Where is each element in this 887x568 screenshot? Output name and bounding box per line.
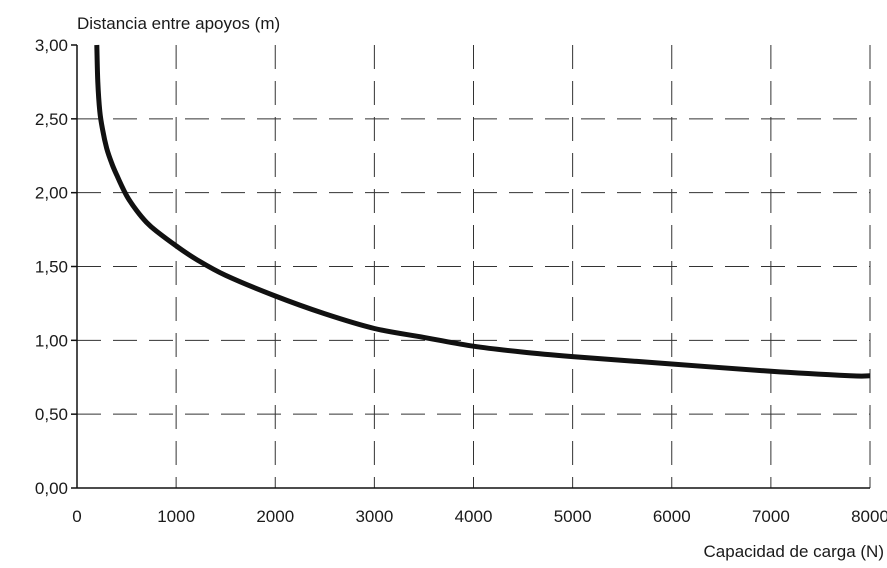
x-tick-label-3: 3000: [355, 507, 393, 526]
x-tick-label-1: 1000: [157, 507, 195, 526]
x-tick-label-7: 7000: [752, 507, 790, 526]
y-axis-title: Distancia entre apoyos (m): [77, 14, 280, 33]
series-group: [94, 44, 871, 379]
x-tick-label-5: 5000: [554, 507, 592, 526]
y-tick-label-1: 0,50: [35, 405, 68, 424]
y-tick-label-2: 1,00: [35, 331, 68, 350]
y-tick-label-5: 2,50: [35, 110, 68, 129]
y-tick-label-4: 2,00: [35, 184, 68, 203]
x-tick-label-8: 8000: [851, 507, 887, 526]
series-line-0: [94, 44, 871, 379]
x-axis-title: Capacidad de carga (N): [704, 542, 884, 561]
x-tick-label-2: 2000: [256, 507, 294, 526]
x-tick-label-0: 0: [72, 507, 81, 526]
y-tick-label-6: 3,00: [35, 36, 68, 55]
y-tick-labels: 0,00 0,50 1,00 1,50 2,00 2,50 3,00: [35, 36, 77, 498]
grid-lines: [77, 45, 871, 488]
x-tick-label-4: 4000: [455, 507, 493, 526]
x-tick-label-6: 6000: [653, 507, 691, 526]
y-tick-label-3: 1,50: [35, 258, 68, 277]
y-tick-label-0: 0,00: [35, 479, 68, 498]
x-tick-labels: 0 1000 2000 3000 4000 5000 6000 7000 8000: [72, 507, 887, 526]
